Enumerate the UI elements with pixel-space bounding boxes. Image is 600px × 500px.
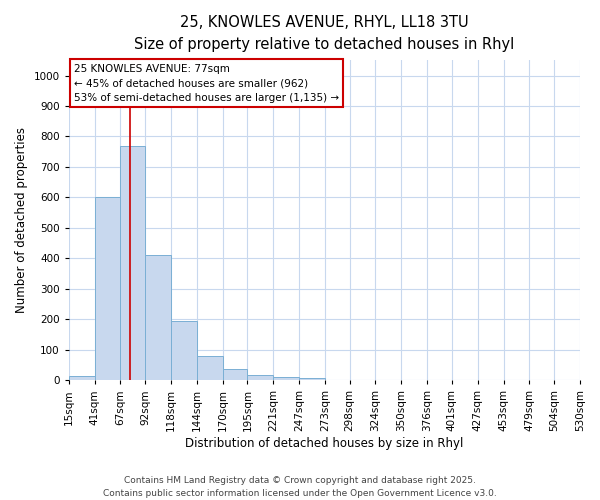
Bar (247, 375, 273, 380)
Y-axis label: Number of detached properties: Number of detached properties (15, 128, 28, 314)
Bar (121, 146, 145, 380)
Bar (69, 376, 95, 380)
Bar (145, 256, 171, 380)
Text: 25 KNOWLES AVENUE: 77sqm
← 45% of detached houses are smaller (962)
53% of semi-: 25 KNOWLES AVENUE: 77sqm ← 45% of detach… (74, 64, 339, 103)
X-axis label: Distribution of detached houses by size in Rhyl: Distribution of detached houses by size … (185, 437, 464, 450)
Bar (273, 376, 299, 380)
Bar (197, 356, 223, 380)
Bar (171, 321, 197, 380)
Title: 25, KNOWLES AVENUE, RHYL, LL18 3TU
Size of property relative to detached houses : 25, KNOWLES AVENUE, RHYL, LL18 3TU Size … (134, 15, 514, 52)
Bar (95, 198, 121, 380)
Bar (299, 378, 325, 380)
Bar (223, 368, 247, 380)
Text: Contains HM Land Registry data © Crown copyright and database right 2025.
Contai: Contains HM Land Registry data © Crown c… (103, 476, 497, 498)
